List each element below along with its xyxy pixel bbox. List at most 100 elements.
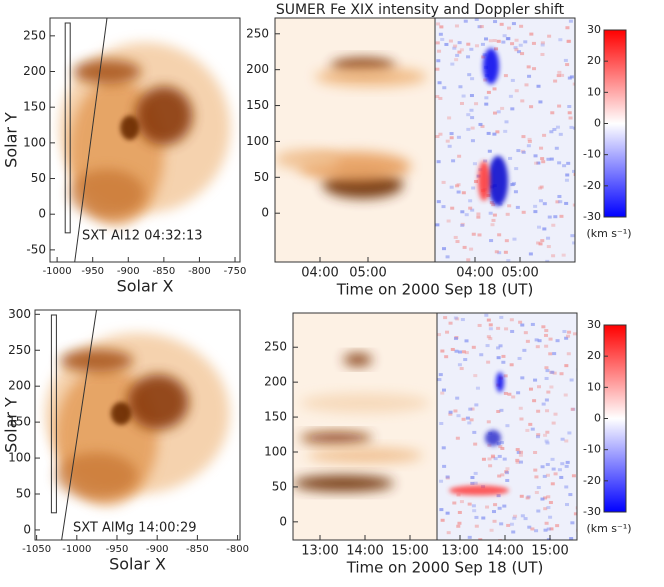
doppler-pixel	[494, 47, 499, 51]
doppler-pixel	[448, 412, 453, 416]
colorbar-tick-label: 0	[594, 117, 601, 130]
emission	[485, 430, 501, 447]
doppler-pixel	[533, 450, 538, 454]
doppler-pixel	[489, 239, 494, 243]
doppler-pixel	[472, 430, 477, 434]
doppler-pixel	[437, 49, 442, 53]
doppler-pixel	[498, 445, 503, 449]
doppler-pixel	[439, 508, 444, 512]
slit	[64, 22, 71, 234]
emission	[69, 169, 145, 219]
doppler-pixel	[546, 245, 551, 249]
x-tick-label: 04:00	[456, 266, 493, 281]
doppler-pixel	[493, 503, 498, 507]
doppler-pixel	[559, 372, 564, 376]
doppler-pixel	[484, 313, 489, 317]
doppler-pixel	[521, 210, 526, 214]
colorbar-tick-label: -10	[583, 443, 601, 456]
doppler-pixel	[501, 354, 506, 358]
doppler-pixel	[572, 332, 577, 336]
doppler-pixel	[436, 59, 441, 63]
x-tick-label: -850	[186, 544, 209, 555]
doppler-pixel	[572, 203, 575, 207]
doppler-pixel	[547, 215, 552, 219]
doppler-pixel	[445, 255, 450, 259]
doppler-pixel	[570, 407, 575, 411]
doppler-pixel	[527, 74, 532, 78]
doppler-pixel	[564, 464, 569, 468]
doppler-pixel	[500, 106, 505, 110]
doppler-pixel	[490, 454, 495, 458]
doppler-pixel	[510, 78, 515, 82]
doppler-pixel	[497, 474, 502, 478]
doppler-pixel	[521, 135, 526, 139]
x-tick-label: -800	[188, 266, 211, 277]
y-tick-label: 150	[8, 415, 31, 429]
doppler-pixel	[467, 421, 472, 425]
doppler-pixel	[514, 167, 519, 171]
doppler-pixel	[451, 159, 456, 163]
doppler-pixel	[567, 111, 572, 115]
doppler-pixel	[561, 253, 566, 257]
doppler-pixel	[527, 525, 532, 529]
emission	[307, 447, 423, 464]
doppler-pixel	[503, 74, 508, 78]
doppler-pixel	[550, 370, 555, 374]
doppler-pixel	[518, 320, 523, 324]
doppler-pixel	[470, 116, 475, 120]
doppler-pixel	[492, 519, 497, 523]
doppler-pixel	[455, 317, 460, 321]
doppler-pixel	[558, 38, 563, 42]
image	[437, 313, 577, 540]
doppler-pixel	[519, 494, 524, 498]
doppler-pixel	[568, 116, 573, 120]
doppler-pixel	[548, 515, 553, 519]
doppler-pixel	[540, 52, 545, 56]
doppler-pixel	[537, 339, 542, 343]
doppler-pixel	[560, 462, 565, 466]
doppler-pixel	[506, 259, 511, 262]
doppler-pixel	[435, 41, 440, 45]
doppler-pixel	[540, 239, 545, 243]
doppler-pixel	[437, 81, 442, 85]
y-tick-label: 200	[23, 64, 46, 78]
doppler-pixel	[540, 497, 545, 501]
doppler-pixel	[510, 107, 515, 111]
doppler-pixel	[522, 348, 527, 352]
emission	[449, 485, 509, 496]
doppler-pixel	[511, 22, 516, 26]
doppler-pixel	[548, 352, 553, 356]
x-tick-label: 05:00	[349, 266, 386, 281]
doppler-pixel	[493, 457, 498, 461]
doppler-pixel	[573, 172, 575, 176]
doppler-pixel	[474, 180, 479, 184]
doppler-pixel	[442, 86, 447, 90]
doppler-pixel	[533, 210, 538, 214]
y-tick-label: 0	[38, 207, 46, 221]
doppler-pixel	[463, 358, 468, 362]
doppler-pixel	[439, 479, 444, 483]
doppler-pixel	[527, 139, 532, 143]
doppler-pixel	[548, 337, 553, 341]
doppler-pixel	[511, 183, 516, 187]
doppler-pixel	[447, 116, 452, 120]
doppler-pixel	[497, 454, 502, 458]
colorbar-tick-label: 20	[587, 54, 601, 67]
doppler-pixel	[552, 127, 557, 131]
emission	[343, 353, 373, 366]
doppler-pixel	[570, 521, 575, 525]
doppler-pixel	[470, 139, 475, 143]
doppler-pixel	[474, 44, 479, 48]
doppler-pixel	[456, 414, 461, 418]
doppler-pixel	[535, 435, 540, 439]
doppler-pixel	[544, 366, 549, 370]
doppler-pixel	[483, 78, 488, 82]
image	[435, 18, 575, 262]
doppler-pixel	[486, 90, 491, 94]
doppler-pixel	[534, 529, 539, 533]
y-axis-label: Solar Y	[2, 397, 21, 453]
doppler-pixel	[549, 157, 554, 161]
doppler-pixel	[557, 194, 562, 198]
emission	[300, 393, 430, 414]
doppler-pixel	[502, 457, 507, 461]
